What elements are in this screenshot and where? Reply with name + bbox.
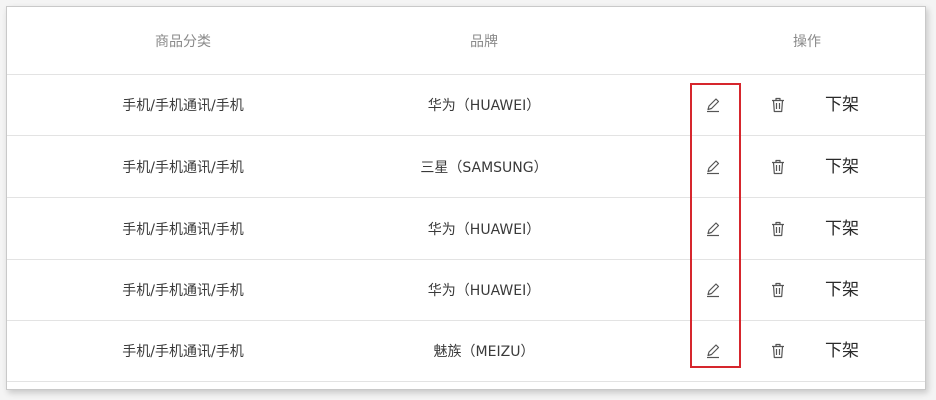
edit-button[interactable] [702, 279, 724, 301]
column-header-brand: 品牌 [470, 33, 498, 50]
brand-cell: 华为（HUAWEI） [427, 97, 541, 114]
edit-button[interactable] [702, 156, 724, 178]
edit-button[interactable] [702, 94, 724, 116]
offshelf-button[interactable]: 下架 [825, 156, 859, 177]
edit-icon [707, 159, 720, 174]
category-cell: 手机/手机通讯/手机 [122, 159, 244, 176]
edit-button[interactable] [702, 340, 724, 362]
edit-icon [707, 343, 720, 358]
table-header: 商品分类 品牌 操作 [7, 7, 925, 75]
brand-cell: 魅族（MEIZU） [433, 343, 535, 360]
brand-cell: 华为（HUAWEI） [427, 221, 541, 238]
offshelf-button[interactable]: 下架 [825, 94, 859, 115]
offshelf-button[interactable]: 下架 [825, 279, 859, 300]
category-cell: 手机/手机通讯/手机 [122, 97, 244, 114]
edit-button[interactable] [702, 218, 724, 240]
product-table: 商品分类 品牌 操作 手机/手机通讯/手机 华为（HUAWEI） 下架 手机/手… [6, 6, 926, 390]
actions-cell: 下架 [689, 136, 925, 197]
brand-cell: 三星（SAMSUNG） [420, 159, 548, 176]
table-row: 手机/手机通讯/手机 华为（HUAWEI） 下架 [7, 74, 925, 136]
edit-icon [707, 221, 720, 236]
category-cell: 手机/手机通讯/手机 [122, 221, 244, 238]
table-row: 手机/手机通讯/手机 三星（SAMSUNG） 下架 [7, 136, 925, 198]
column-header-actions: 操作 [793, 33, 821, 50]
delete-button[interactable] [767, 279, 789, 301]
delete-button[interactable] [767, 156, 789, 178]
offshelf-button[interactable]: 下架 [825, 340, 859, 361]
trash-icon [772, 159, 784, 174]
delete-button[interactable] [767, 94, 789, 116]
trash-icon [772, 282, 784, 297]
category-cell: 手机/手机通讯/手机 [122, 343, 244, 360]
category-cell: 手机/手机通讯/手机 [122, 282, 244, 299]
brand-cell: 华为（HUAWEI） [427, 282, 541, 299]
table-row: 手机/手机通讯/手机 华为（HUAWEI） 下架 [7, 198, 925, 260]
edit-icon [707, 282, 720, 297]
trash-icon [772, 343, 784, 358]
table-row: 手机/手机通讯/手机 魅族（MEIZU） 下架 [7, 320, 925, 382]
table-row: 手机/手机通讯/手机 华为（HUAWEI） 下架 [7, 259, 925, 321]
delete-button[interactable] [767, 218, 789, 240]
column-header-category: 商品分类 [155, 33, 211, 50]
trash-icon [772, 97, 784, 112]
actions-cell: 下架 [689, 259, 925, 320]
delete-button[interactable] [767, 340, 789, 362]
trash-icon [772, 221, 784, 236]
actions-cell: 下架 [689, 320, 925, 381]
offshelf-button[interactable]: 下架 [825, 218, 859, 239]
edit-icon [707, 97, 720, 112]
actions-cell: 下架 [689, 74, 925, 135]
actions-cell: 下架 [689, 198, 925, 259]
